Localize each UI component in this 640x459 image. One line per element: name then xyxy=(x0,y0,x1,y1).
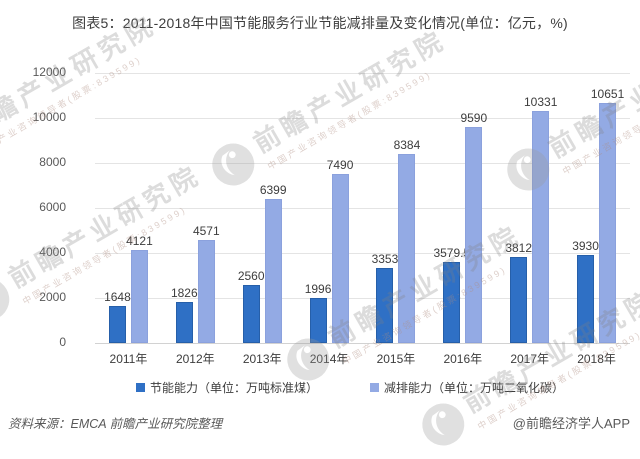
legend-label: 节能能力（单位：万吨标准煤） xyxy=(149,381,318,395)
bar-value-label: 3930 xyxy=(572,238,599,253)
bar-value-label: 2560 xyxy=(237,269,265,284)
y-tick-label: 8000 xyxy=(39,155,66,169)
legend-marker-icon xyxy=(135,383,145,392)
bar: 1826 xyxy=(171,286,198,343)
bar: 6399 xyxy=(260,183,287,343)
bar-group: 3579.5 9590 2016年 xyxy=(429,73,496,366)
bar-group: 3353 8384 2015年 xyxy=(363,73,430,366)
y-tick-label: 6000 xyxy=(39,200,66,214)
bar-value-label: 4121 xyxy=(126,234,153,249)
x-tick-label: 2016年 xyxy=(443,352,483,366)
x-tick-label: 2018年 xyxy=(577,352,616,366)
bar-value-label: 3579.5 xyxy=(433,246,471,261)
bar-group: 1826 4571 2012年 xyxy=(162,73,229,366)
bar: 9590 xyxy=(460,111,487,343)
y-axis: 0 2000 4000 6000 8000 10000 12000 xyxy=(0,0,80,442)
legend-marker-icon xyxy=(370,383,379,392)
x-tick-label: 2017年 xyxy=(510,352,550,366)
credit-note: @前瞻经济学人APP xyxy=(512,416,630,431)
bar-value-label: 10331 xyxy=(524,94,558,109)
source-note: 资料来源：EMCA 前瞻产业研究院整理 xyxy=(8,417,223,431)
x-tick-label: 2011年 xyxy=(109,352,148,366)
bar-groups: 1648 4121 2011年 1826 4571 2012年 2560 6399 2013年 1… xyxy=(95,73,630,366)
legend-item: 减排能力（单位：万吨二氧化碳） xyxy=(370,379,564,396)
bar: 4121 xyxy=(126,234,153,343)
bar: 3930 xyxy=(572,239,599,343)
y-tick-label: 12000 xyxy=(32,65,66,79)
legend: 节能能力（单位：万吨标准煤） 减排能力（单位：万吨二氧化碳） xyxy=(60,379,640,396)
bar-value-label: 10651 xyxy=(590,87,625,102)
bar-value-label: 6399 xyxy=(259,183,287,198)
bar-value-label: 3353 xyxy=(371,251,399,266)
gridline xyxy=(95,163,630,164)
gridline xyxy=(95,118,630,119)
bar: 3579.5 xyxy=(433,246,470,343)
legend-label: 减排能力（单位：万吨二氧化碳） xyxy=(384,381,565,395)
bar: 1996 xyxy=(305,282,331,343)
bar-value-label: 7490 xyxy=(326,158,354,173)
gridline xyxy=(95,208,630,209)
y-tick-label: 4000 xyxy=(39,245,66,259)
gridline xyxy=(95,253,630,254)
bar-value-label: 4571 xyxy=(192,224,220,239)
bar: 8384 xyxy=(394,138,420,343)
bar-value-label: 1996 xyxy=(304,282,332,297)
plot-area: 1648 4121 2011年 1826 4571 2012年 2560 6399 2013年 1… xyxy=(95,73,630,366)
bar-group: 2560 6399 2013年 xyxy=(229,73,296,366)
footer: 资料来源：EMCA 前瞻产业研究院整理 @前瞻经济学人APP xyxy=(0,414,640,432)
y-tick-label: 2000 xyxy=(39,290,66,304)
x-tick-label: 2012年 xyxy=(175,352,215,366)
bar-group: 1996 7490 2014年 xyxy=(296,73,363,366)
x-tick-label: 2013年 xyxy=(242,352,282,366)
bar: 10651 xyxy=(591,87,624,343)
x-axis-line xyxy=(95,343,630,344)
bar-group: 3930 10651 2018年 xyxy=(563,73,630,366)
bar-value-label: 1826 xyxy=(170,285,198,300)
y-tick-label: 10000 xyxy=(32,110,66,124)
x-tick-label: 2014年 xyxy=(309,352,349,366)
bar-group: 1648 4121 2011年 xyxy=(95,73,162,366)
bar: 10331 xyxy=(524,95,557,343)
gridline xyxy=(95,298,630,299)
legend-item: 节能能力（单位：万吨标准煤） xyxy=(135,379,318,396)
bar: 1648 xyxy=(104,290,131,343)
x-tick-label: 2015年 xyxy=(376,352,416,366)
bar-value-label: 9590 xyxy=(460,111,488,126)
y-tick-label: 0 xyxy=(59,335,66,349)
chart-figure: 图表5：2011-2018年中国节能服务行业节能减排量及变化情况(单位：亿元，%… xyxy=(0,0,640,446)
bar-group: 3812 10331 2017年 xyxy=(496,73,563,366)
bar: 2560 xyxy=(238,269,265,343)
bar: 7490 xyxy=(327,158,353,343)
bar-value-label: 1648 xyxy=(104,289,131,304)
gridline xyxy=(95,73,630,74)
bar: 4571 xyxy=(193,224,220,343)
bar: 3812 xyxy=(505,241,532,343)
bar-value-label: 8384 xyxy=(393,138,421,153)
bar: 3353 xyxy=(372,252,398,343)
chart-title: 图表5：2011-2018年中国节能服务行业节能减排量及变化情况(单位：亿元，%… xyxy=(72,15,568,31)
bar-value-label: 3812 xyxy=(505,241,533,256)
